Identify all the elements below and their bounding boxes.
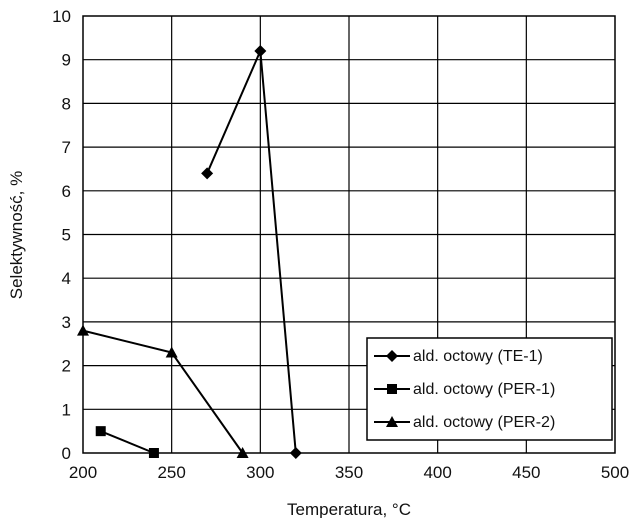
data-point-diamond — [201, 167, 214, 180]
y-tick-label: 9 — [62, 51, 71, 70]
x-tick-labels: 200 250 300 350 400 450 500 — [69, 463, 629, 482]
legend: ald. octowy (TE-1) ald. octowy (PER-1) a… — [366, 337, 613, 441]
y-tick-label: 2 — [62, 357, 71, 376]
legend-marker-per1 — [387, 384, 397, 394]
y-tick-label: 10 — [52, 7, 71, 26]
y-tick-label: 7 — [62, 138, 71, 157]
grid — [83, 16, 615, 453]
series-line — [100, 430, 155, 454]
y-tick-label: 6 — [62, 182, 71, 201]
legend-marker-te1 — [386, 350, 398, 362]
x-axis-title: Temperatura, °C — [287, 500, 411, 518]
x-tick-label: 400 — [423, 463, 451, 482]
legend-label-te1: ald. octowy (TE-1) — [413, 348, 543, 365]
y-tick-label: 0 — [62, 444, 71, 463]
legend-marker-per2 — [386, 416, 398, 427]
data-point-triangle — [165, 346, 178, 358]
legend-label-per1: ald. octowy (PER-1) — [413, 381, 555, 398]
data-point-triangle — [77, 324, 89, 336]
x-tick-label: 350 — [335, 463, 363, 482]
data-point-square — [148, 448, 159, 458]
plot-frame — [82, 15, 616, 454]
y-tick-label: 1 — [62, 400, 71, 419]
legend-label-per2: ald. octowy (PER-2) — [413, 414, 555, 431]
series-3 — [77, 324, 249, 458]
series-1 — [201, 44, 302, 459]
x-tick-label: 300 — [246, 463, 274, 482]
series-2 — [95, 426, 159, 458]
data-point-diamond — [254, 44, 267, 57]
x-tick-label: 250 — [157, 463, 185, 482]
series-group — [77, 44, 302, 459]
y-tick-label: 5 — [62, 226, 71, 245]
y-tick-label: 3 — [62, 313, 71, 332]
x-tick-label: 500 — [601, 463, 629, 482]
series-line — [206, 50, 297, 454]
y-axis-title: Selektywność, % — [7, 171, 26, 300]
data-point-square — [95, 426, 106, 437]
x-tick-label: 200 — [69, 463, 97, 482]
y-tick-label: 4 — [62, 269, 71, 288]
data-point-triangle — [236, 447, 249, 458]
y-tick-label: 8 — [62, 94, 71, 113]
data-point-diamond — [289, 447, 302, 459]
y-tick-labels: 0 1 2 3 4 5 6 7 8 9 10 — [52, 7, 71, 463]
x-tick-label: 450 — [512, 463, 540, 482]
